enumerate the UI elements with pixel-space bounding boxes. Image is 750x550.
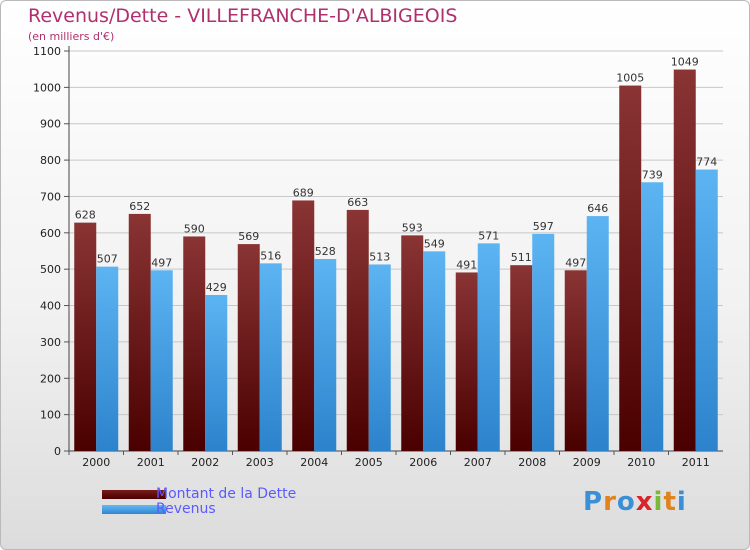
data-label-dette: 628 [75,209,96,222]
bar-dette [346,209,369,451]
y-tick-label: 200 [40,372,61,385]
data-label-revenus: 774 [696,156,717,169]
bar-revenus [96,266,119,451]
data-label-dette: 663 [347,196,368,209]
bar-revenus [477,243,500,451]
bar-dette [455,272,478,451]
data-label-dette: 689 [293,186,314,199]
data-label-revenus: 739 [642,168,663,181]
y-tick-label: 0 [54,445,61,458]
bar-dette [128,213,151,451]
data-label-dette: 593 [402,221,423,234]
logo-letter: i [653,487,664,517]
bar-dette [564,270,587,451]
x-tick-label: 2011 [682,456,710,469]
bar-dette [237,244,260,451]
y-tick-label: 700 [40,190,61,203]
y-tick-label: 500 [40,263,61,276]
legend-swatch-dette [102,490,166,499]
bar-revenus [368,264,391,451]
logo-letter: o [616,487,636,517]
y-tick-label: 1100 [33,45,61,58]
legend-label-revenus: Revenus [156,501,216,517]
data-label-dette: 590 [184,222,205,235]
bar-revenus [314,259,337,451]
data-label-dette: 497 [565,256,586,269]
bar-dette [292,200,315,451]
bar-revenus [586,216,609,451]
x-tick-label: 2005 [355,456,383,469]
data-label-dette: 1005 [616,72,644,85]
bar-dette [183,236,206,451]
bar-revenus [695,169,718,451]
bar-dette [619,85,642,451]
y-tick-label: 600 [40,227,61,240]
legend-swatch-revenus [102,505,166,514]
bar-dette [401,235,424,451]
data-label-dette: 652 [129,200,150,213]
logo-letter: P [583,487,604,517]
x-tick-label: 2002 [191,456,219,469]
y-tick-label: 900 [40,118,61,131]
bar-revenus [641,182,664,452]
x-tick-label: 2007 [464,456,492,469]
data-label-dette: 1049 [671,56,699,69]
data-label-dette: 569 [238,230,259,243]
bar-dette [510,265,533,451]
x-tick-label: 2010 [627,456,655,469]
data-label-revenus: 507 [97,253,118,266]
logo-letter: x [635,487,654,517]
proxiti-logo: Proxiti [583,487,687,517]
bar-dette [673,69,696,451]
chart-title: Revenus/Dette - VILLEFRANCHE-D'ALBIGEOIS [28,5,458,27]
x-tick-label: 2000 [82,456,110,469]
data-label-revenus: 549 [424,237,445,250]
data-label-revenus: 597 [533,220,554,233]
bar-dette [74,222,97,451]
logo-letter: r [603,487,617,517]
x-tick-label: 2004 [300,456,328,469]
x-tick-label: 2001 [137,456,165,469]
logo-letter: i [676,487,687,517]
data-label-revenus: 516 [260,249,281,262]
bar-revenus [150,270,173,451]
bar-revenus [205,295,228,451]
data-label-dette: 491 [456,258,477,271]
chart-subtitle: (en milliers d'€) [28,30,115,43]
x-tick-label: 2009 [573,456,601,469]
bar-revenus [423,251,446,451]
data-label-revenus: 571 [478,229,499,242]
bar-revenus [259,263,282,451]
y-tick-label: 800 [40,154,61,167]
data-label-dette: 511 [511,251,532,264]
data-label-revenus: 513 [369,250,390,263]
data-label-revenus: 646 [587,202,608,215]
x-tick-label: 2003 [246,456,274,469]
data-label-revenus: 528 [315,245,336,258]
y-tick-label: 1000 [33,81,61,94]
bar-revenus [532,233,555,451]
legend-label-dette: Montant de la Dette [156,486,297,502]
y-tick-label: 100 [40,409,61,422]
x-tick-label: 2006 [409,456,437,469]
data-label-revenus: 497 [151,256,172,269]
y-tick-label: 400 [40,300,61,313]
data-label-revenus: 429 [206,281,227,294]
logo-letter: t [663,487,677,517]
y-tick-label: 300 [40,336,61,349]
x-tick-label: 2008 [518,456,546,469]
